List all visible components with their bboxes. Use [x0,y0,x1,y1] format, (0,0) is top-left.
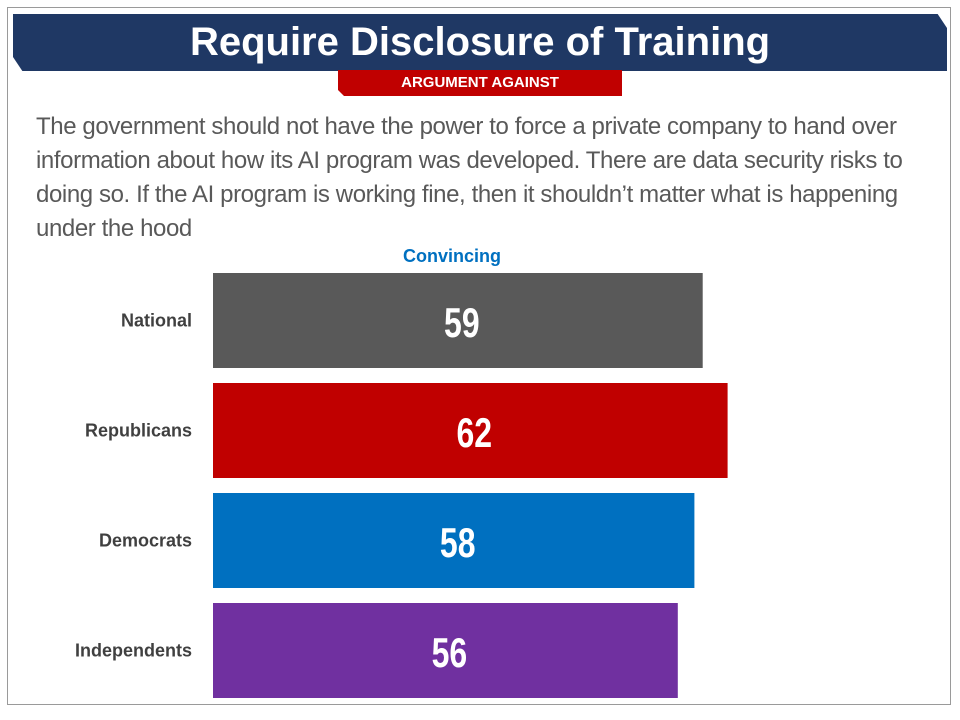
category-label-independents: Independents [75,641,192,661]
bar-independents [213,603,678,698]
value-label-independents: 56 [432,629,468,676]
subtitle-banner: ARGUMENT AGAINST [338,70,622,96]
category-label-national: National [121,311,192,331]
category-label-republicans: Republicans [85,421,192,441]
chart-column-header: Convincing [403,246,501,266]
bar-republicans [213,383,728,478]
bar-democrats [213,493,695,588]
slide-frame [7,7,951,705]
value-label-national: 59 [444,299,480,346]
category-label-democrats: Democrats [99,531,192,551]
value-label-democrats: 58 [440,519,476,566]
bar-national [213,273,703,368]
argument-type-label: ARGUMENT AGAINST [401,74,559,91]
value-label-republicans: 62 [457,409,493,456]
title-banner: Require Disclosure of Training [13,14,947,71]
page-title: Require Disclosure of Training [189,20,771,64]
argument-text: The government should not have the power… [36,113,903,242]
